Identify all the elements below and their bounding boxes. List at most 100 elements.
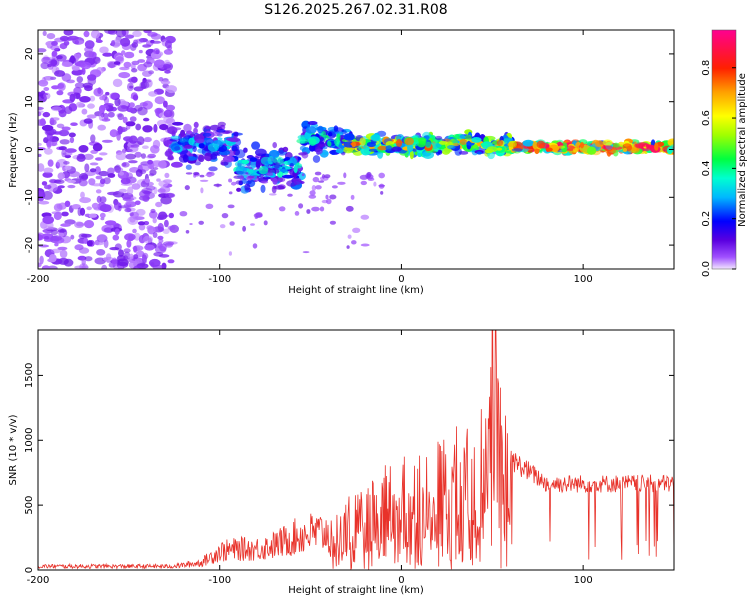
heatmap-cell <box>41 124 54 132</box>
heatmap-cell <box>50 44 60 51</box>
heatmap-cell <box>119 171 124 176</box>
heatmap-cell <box>522 139 534 147</box>
heatmap-cell <box>322 174 325 179</box>
heatmap-cell <box>38 163 45 172</box>
heatmap-cell <box>158 211 168 220</box>
heatmap-cell <box>148 91 158 97</box>
heatmap-cell <box>172 121 184 126</box>
heatmap-cell <box>110 40 116 47</box>
heatmap-cell <box>239 175 244 181</box>
heatmap-cell <box>407 143 414 153</box>
colorbar-tick-label: 0.4 <box>701 160 712 176</box>
snr-y-label: SNR (10 * v/v) <box>8 414 19 485</box>
heatmap-cell <box>152 217 157 224</box>
heatmap-cell <box>272 142 278 149</box>
heatmap-cell <box>601 145 613 150</box>
heatmap-cell <box>667 138 674 147</box>
heatmap-cell <box>126 239 132 248</box>
heatmap-cell <box>95 39 103 43</box>
heatmap-cell <box>43 92 51 100</box>
heatmap-cell <box>150 33 162 40</box>
heatmap-cell <box>233 131 239 137</box>
heatmap-cell <box>329 194 337 200</box>
heatmap-cell <box>101 118 111 122</box>
heatmap-cell <box>331 185 338 189</box>
heatmap-cell <box>293 165 298 174</box>
heatmap-cell <box>272 177 278 185</box>
spectrogram-y-tick-label: 0 <box>24 146 35 152</box>
heatmap-cell <box>143 61 153 68</box>
heatmap-cell <box>167 225 176 231</box>
heatmap-cell <box>86 114 97 119</box>
heatmap-cell <box>57 246 68 251</box>
heatmap-cell <box>38 234 43 241</box>
heatmap-cell <box>118 188 127 193</box>
heatmap-cell <box>160 196 172 205</box>
heatmap-cell <box>179 137 191 145</box>
heatmap-cell <box>95 189 102 194</box>
heatmap-cell <box>113 61 121 65</box>
heatmap-cell <box>38 196 44 202</box>
snr-series <box>38 330 674 570</box>
heatmap-cell <box>471 137 482 143</box>
heatmap-cell <box>360 214 370 220</box>
heatmap-cell <box>464 134 472 141</box>
heatmap-cell <box>103 227 113 233</box>
heatmap-cell <box>142 79 152 83</box>
heatmap-cell <box>324 174 331 179</box>
heatmap-cell <box>145 185 156 191</box>
heatmap-cell <box>54 179 65 185</box>
heatmap-cell <box>242 225 247 232</box>
heatmap-cell <box>143 136 152 143</box>
heatmap-cell <box>328 132 333 137</box>
heatmap-cell <box>143 117 150 122</box>
heatmap-cell <box>135 208 146 216</box>
heatmap-cell <box>151 160 164 168</box>
heatmap-cell <box>235 180 243 185</box>
heatmap-cell <box>129 216 136 223</box>
heatmap-cell <box>187 156 197 161</box>
heatmap-cell <box>54 242 59 247</box>
heatmap-cell <box>105 91 110 96</box>
heatmap-cell <box>373 181 377 187</box>
heatmap-cell <box>39 255 44 265</box>
heatmap-cell <box>279 168 288 173</box>
heatmap-cell <box>358 144 363 151</box>
heatmap-cell <box>360 180 367 186</box>
heatmap-cell <box>273 162 280 169</box>
heatmap-cell <box>42 215 54 225</box>
heatmap-cell <box>345 205 354 212</box>
heatmap-cell <box>114 164 122 174</box>
heatmap-cell <box>59 35 69 42</box>
heatmap-cell <box>124 51 135 59</box>
heatmap-cell <box>109 129 118 138</box>
heatmap-cell <box>422 150 434 159</box>
heatmap-cell <box>217 121 226 127</box>
heatmap-cell <box>319 137 325 145</box>
heatmap-cell <box>47 159 54 167</box>
heatmap-cell <box>74 265 87 269</box>
heatmap-cell <box>76 76 84 83</box>
heatmap-cell <box>209 124 221 131</box>
heatmap-cell <box>319 206 325 212</box>
heatmap-cell <box>70 234 75 240</box>
heatmap-cell <box>273 185 285 190</box>
heatmap-cell <box>60 223 71 227</box>
heatmap-cell <box>188 137 195 146</box>
heatmap-cell <box>255 178 259 182</box>
colorbar-tick-label: 0.6 <box>701 110 712 126</box>
heatmap-cell <box>107 191 119 196</box>
snr-y-tick-label: 0 <box>24 567 35 573</box>
heatmap-cell <box>480 142 489 147</box>
heatmap-cell <box>347 234 352 239</box>
heatmap-cell <box>325 194 329 200</box>
heatmap-cell <box>117 265 124 269</box>
heatmap-cell <box>219 224 226 229</box>
heatmap-cell <box>189 223 193 225</box>
heatmap-cell <box>167 156 175 161</box>
heatmap-cell <box>51 50 58 57</box>
heatmap-cell <box>95 157 103 161</box>
heatmap-cell <box>170 135 180 140</box>
heatmap-cell <box>308 138 317 146</box>
heatmap-cell <box>359 174 369 180</box>
